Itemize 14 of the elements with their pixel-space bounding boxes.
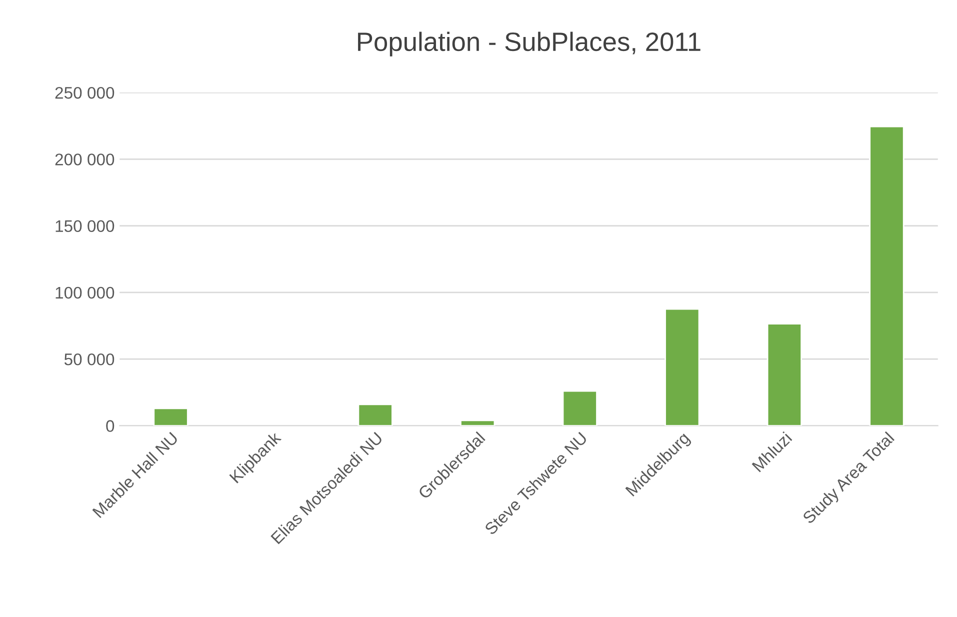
bar: [358, 404, 393, 426]
y-tick-label: 250 000: [55, 86, 114, 99]
y-tick-label: 150 000: [56, 220, 114, 232]
y-tick-label: 0: [106, 420, 114, 432]
chart-title: Population - SubPlaces, 2011: [358, 32, 700, 56]
y-tick-label: 50 000: [64, 353, 114, 366]
y-tick-label: 200 000: [55, 154, 114, 166]
bar: [869, 126, 904, 426]
bar: [460, 420, 496, 426]
y-tick-label: 100 000: [56, 286, 114, 299]
bar: [153, 408, 188, 426]
bar: [664, 308, 700, 426]
bar: [766, 323, 802, 426]
bar: [562, 390, 598, 426]
